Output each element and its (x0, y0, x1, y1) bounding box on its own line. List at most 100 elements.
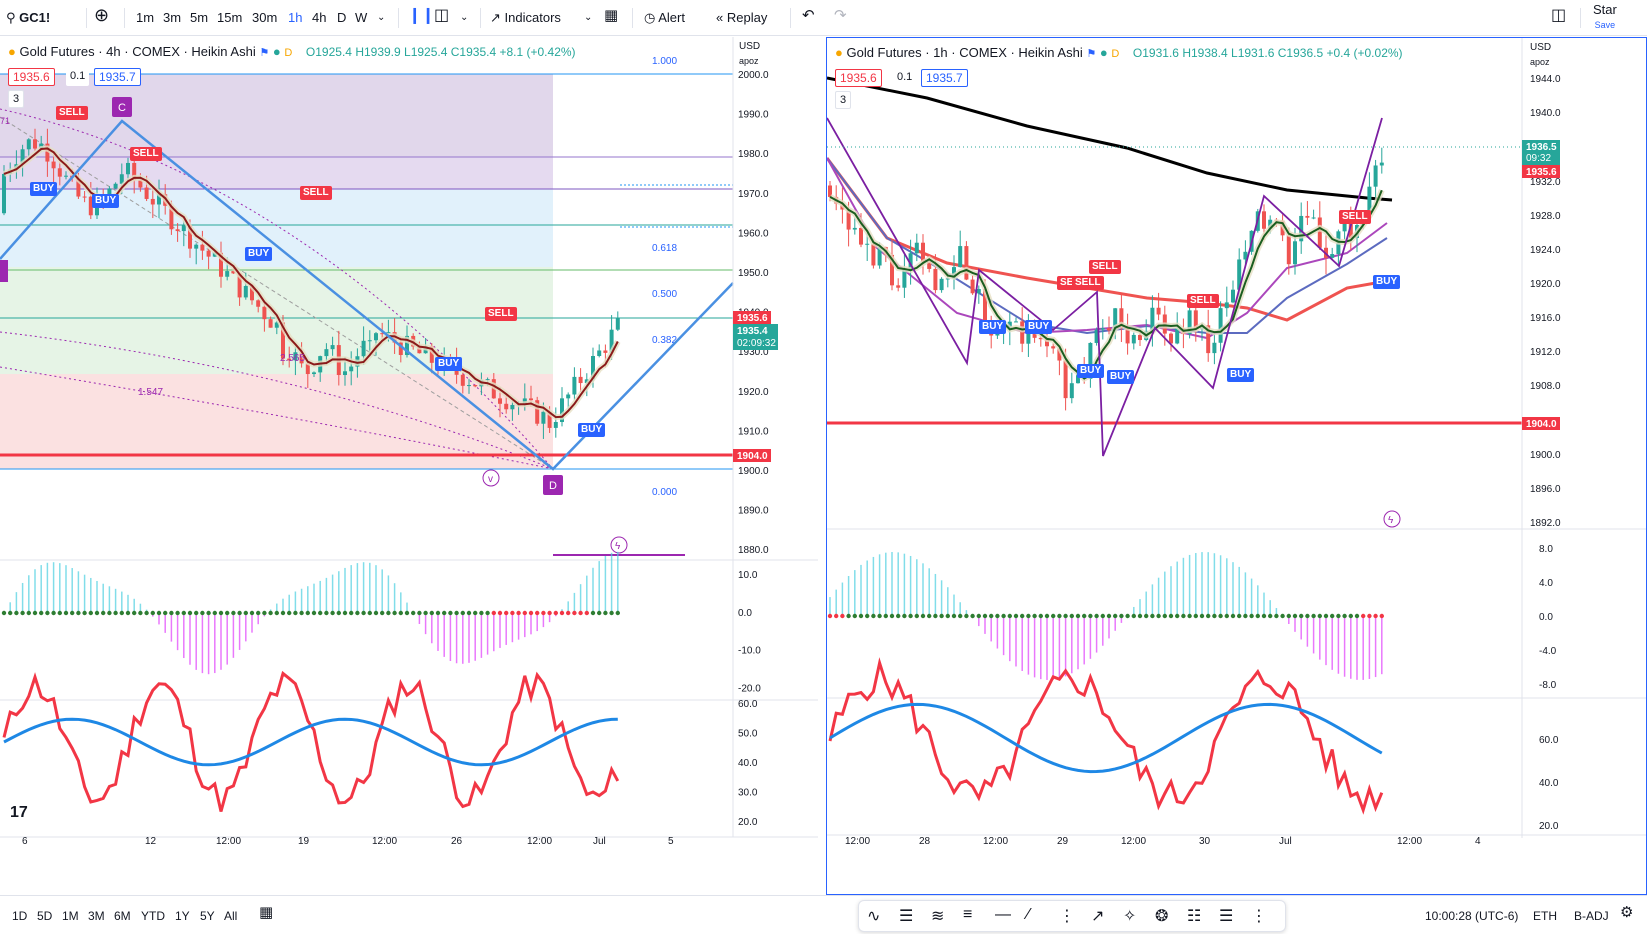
candle-body (349, 366, 354, 372)
tf-5m[interactable]: 5m (190, 10, 209, 25)
price-tick: 1896.0 (1530, 484, 1561, 495)
range-5d[interactable]: 5D (37, 909, 53, 923)
chevron-down-icon[interactable]: ⌄ (377, 12, 386, 23)
range-3m[interactable]: 3M (88, 909, 105, 923)
price-tick: 1950.0 (738, 268, 769, 279)
zero-dot (94, 610, 100, 616)
osc-line-blue (829, 702, 1383, 774)
indicator-collapse-toggle[interactable]: 3 (835, 91, 852, 109)
range-1d[interactable]: 1D (12, 909, 28, 923)
indicator-collapse-toggle[interactable]: 3 (8, 90, 25, 108)
horizontal-line-icon[interactable]: — (995, 906, 1011, 923)
candle-body (591, 356, 595, 380)
flag-icon[interactable]: ⚑ (259, 47, 270, 59)
osc-tick: 40.0 (738, 758, 758, 769)
add-symbol-icon[interactable]: ⊕ (94, 5, 110, 25)
clock-label[interactable]: 10:00:28 (UTC-6) (1425, 909, 1519, 923)
chevron-down-icon[interactable]: ⌄ (460, 12, 469, 23)
alert-button[interactable]: ◷ Alert (644, 8, 685, 28)
zero-dot (175, 610, 180, 616)
price-tick: 1892.0 (1530, 518, 1561, 529)
more-tools-icon[interactable]: ⋮ (1251, 908, 1267, 925)
candles-chart-type-icon[interactable]: ◫ (434, 7, 450, 24)
symbol-search[interactable]: ⚲ GC1! (6, 8, 50, 28)
elliott-wave-icon[interactable]: ∿ (867, 908, 881, 925)
candle-body (1379, 162, 1384, 166)
range-5y[interactable]: 5Y (200, 909, 215, 923)
candle-body (1286, 235, 1291, 265)
range-1m[interactable]: 1M (62, 909, 79, 923)
sell-price-button[interactable]: 1935.6 (835, 69, 882, 87)
buy-price-button[interactable]: 1935.7 (94, 68, 141, 86)
zero-dot (1212, 613, 1217, 619)
zero-dot (1044, 613, 1050, 619)
save-title: Star (1593, 2, 1617, 17)
scale-alias: apoz (739, 56, 759, 66)
indicators-button[interactable]: ↗ Indicators (490, 8, 561, 28)
trend-line-icon[interactable]: ∕ (1027, 906, 1030, 923)
ray-icon[interactable]: ↗ (1091, 908, 1105, 925)
tf-1m[interactable]: 1m (136, 10, 155, 25)
zero-dot (386, 610, 391, 616)
gold-symbol-icon: ● (8, 44, 16, 59)
xabcd-icon[interactable]: ✧ (1123, 908, 1137, 925)
range-6m[interactable]: 6M (114, 909, 131, 923)
flag-icon[interactable]: ⚑ (1086, 48, 1097, 60)
zero-dot (871, 613, 876, 619)
zero-dot (603, 610, 608, 616)
chart-pane-4h[interactable]: 1.000 0.618 0.500 0.382 0.000 C D 2.565 1.547 71 v… (0, 37, 818, 895)
price-tick: 1990.0 (738, 110, 769, 121)
channel-icon[interactable]: ☷ (1187, 908, 1202, 925)
buy-price-button[interactable]: 1935.7 (921, 69, 968, 87)
replay-label: Replay (726, 10, 768, 25)
pattern-icon[interactable]: ≋ (931, 908, 945, 925)
fib-icon[interactable]: ≡ (963, 906, 973, 923)
zero-dot (1373, 613, 1378, 619)
templates-icon[interactable]: ▦ (604, 7, 619, 24)
range-1y[interactable]: 1Y (175, 909, 190, 923)
redo-icon[interactable]: ↷ (834, 7, 847, 24)
parallel-channel-icon[interactable]: ☰ (1219, 908, 1234, 925)
session-label[interactable]: ETH (1533, 909, 1557, 923)
goto-date-icon[interactable]: ▦ (259, 904, 274, 921)
undo-icon[interactable]: ↶ (802, 7, 815, 24)
range-ytd[interactable]: YTD (141, 909, 165, 923)
candle-body (293, 352, 298, 361)
chart-pane-1h[interactable]: ϟ USD apoz 1944.0 1940.0 1932.0 1928.0 1924.0 19… (826, 37, 1647, 895)
tf-30m[interactable]: 30m (252, 10, 278, 25)
candle-body (132, 162, 137, 181)
save-button[interactable]: Star Save (1593, 2, 1617, 31)
chart-canvas[interactable]: 1.000 0.618 0.500 0.382 0.000 C D 2.565 1.547 71 v… (0, 37, 818, 895)
zero-dot (1348, 613, 1353, 619)
candle-body (1169, 333, 1173, 344)
candle-body (268, 319, 273, 328)
lines-icon[interactable]: ☰ (899, 908, 914, 925)
fib-bars-icon[interactable]: ⋮ (1059, 908, 1075, 925)
zero-dot (1131, 613, 1136, 619)
tf-3m[interactable]: 3m (163, 10, 182, 25)
tf-15m[interactable]: 15m (217, 10, 243, 25)
zero-dot (51, 610, 56, 616)
adjustment-label[interactable]: B-ADJ (1574, 909, 1609, 923)
range-all[interactable]: All (224, 909, 238, 923)
tf-1h[interactable]: 1h (288, 10, 303, 25)
replay-button[interactable]: « Replay (716, 8, 767, 28)
zero-dot (1082, 613, 1087, 619)
layout-icon[interactable]: ◫ (1551, 7, 1567, 24)
settings-icon[interactable]: ⚙ (1620, 904, 1634, 921)
chart-canvas[interactable]: ϟ USD apoz 1944.0 1940.0 1932.0 1928.0 1924.0 19… (827, 38, 1646, 894)
chevron-down-icon[interactable]: ⌄ (584, 12, 593, 23)
tf-4h[interactable]: 4h (312, 10, 327, 25)
zero-dot (26, 610, 31, 616)
fib-spiral-icon[interactable]: ❂ (1155, 908, 1169, 925)
tf-d[interactable]: D (337, 10, 347, 25)
sell-price-button[interactable]: 1935.6 (8, 68, 55, 86)
zero-dot (1032, 613, 1037, 619)
tf-w[interactable]: W (355, 10, 368, 25)
bar-chart-type-icon[interactable]: ❙❙ (408, 7, 435, 24)
candle-body (88, 196, 93, 216)
candle-body (287, 358, 292, 361)
candle-body (1330, 254, 1335, 258)
zero-dot (324, 610, 329, 616)
time-tick: Jul (593, 836, 606, 847)
